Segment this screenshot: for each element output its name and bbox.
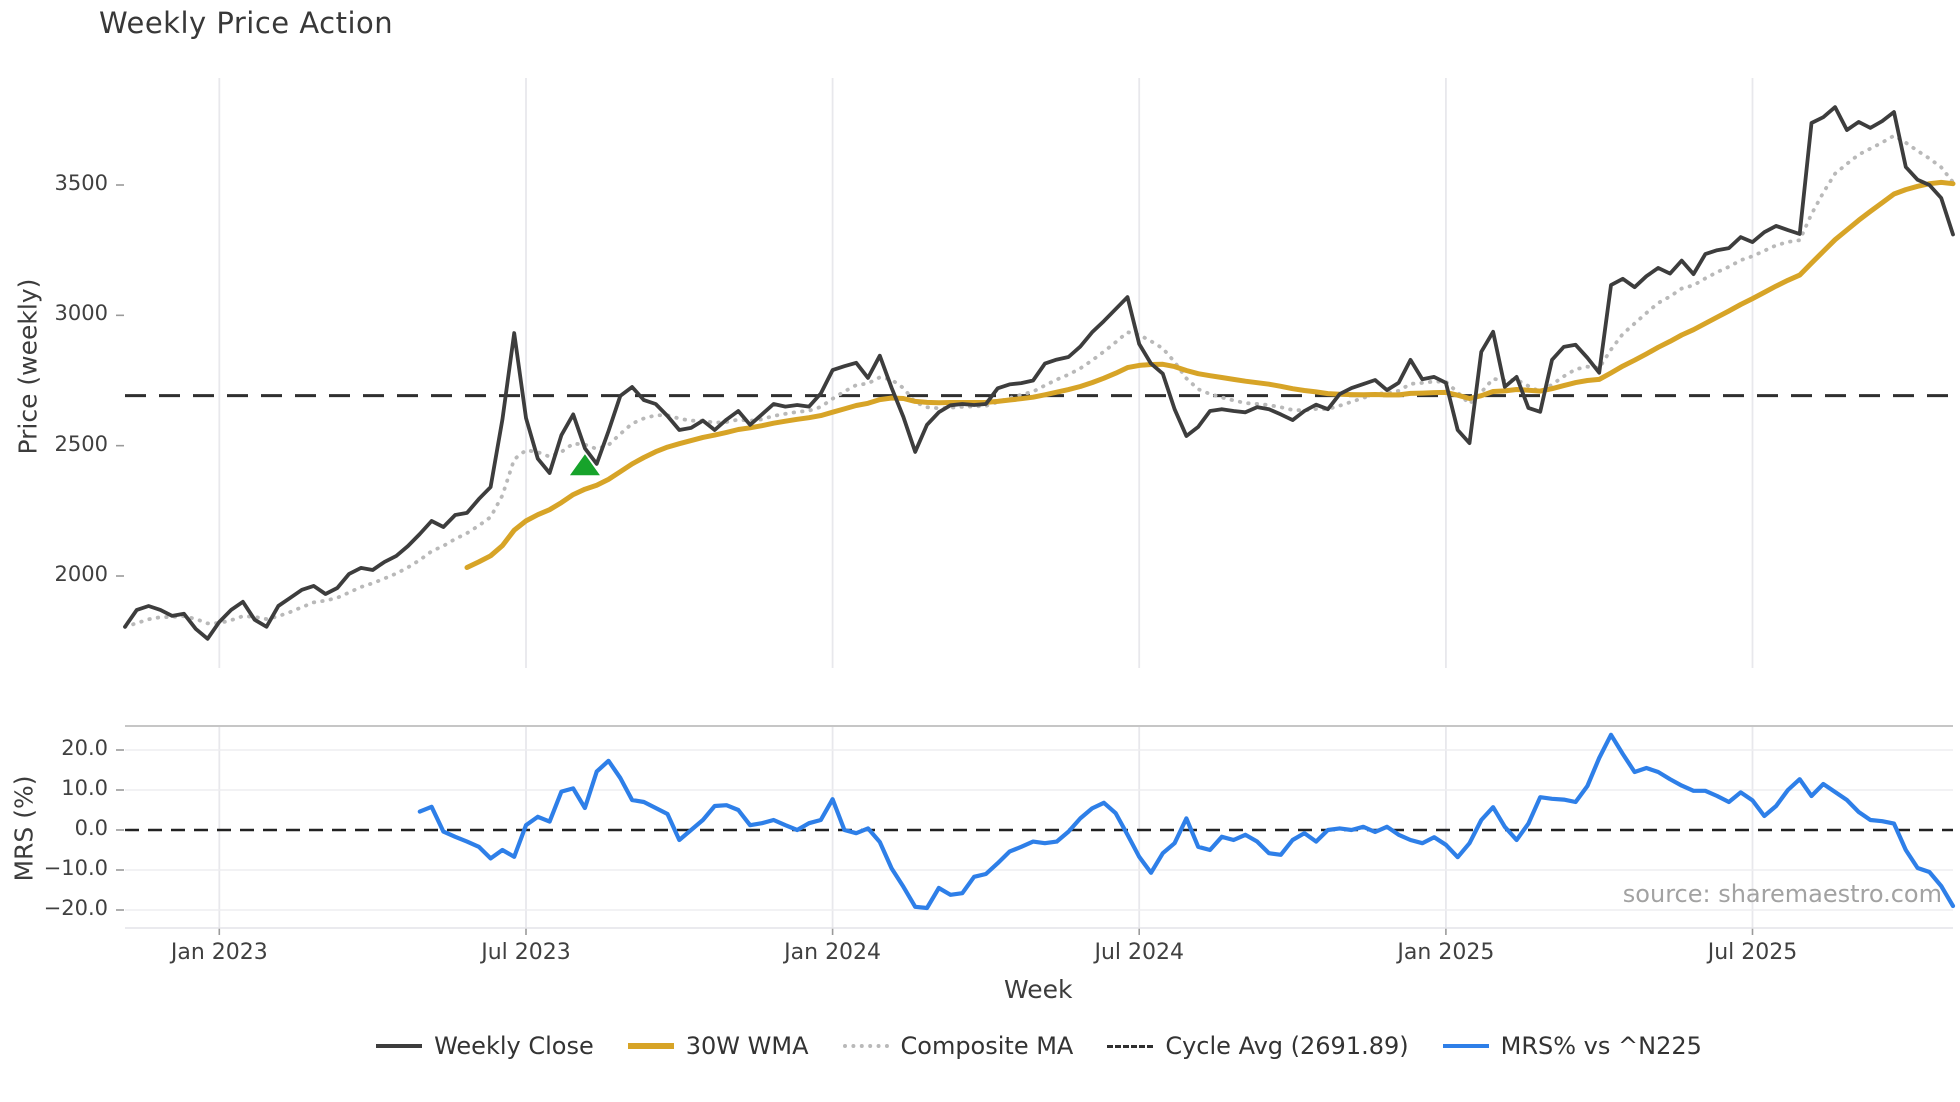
price-y-tick-label: 3000 — [54, 301, 108, 326]
weekly-close-line — [123, 105, 1955, 641]
legend-swatch-icon — [376, 1044, 423, 1048]
mrs-y-tick-label: −20.0 — [43, 896, 108, 920]
legend-item-30w-wma: 30W WMA — [627, 1032, 809, 1060]
legend-label: Composite MA — [900, 1032, 1074, 1060]
chart-legend: Weekly Close 30W WMA Composite MA Cycle Avg… — [125, 1032, 1953, 1060]
x-tick-label: Jan 2025 — [1397, 940, 1495, 965]
legend-item-composite-ma: Composite MA — [842, 1032, 1074, 1060]
legend-item-weekly-close: Weekly Close — [376, 1032, 594, 1060]
x-tick-label: Jan 2023 — [170, 940, 268, 965]
x-tick-label: Jul 2025 — [1707, 940, 1798, 965]
legend-item-cycle-avg-2691-89: Cycle Avg (2691.89) — [1107, 1032, 1409, 1060]
mrs-axis-title: MRS (%) — [9, 775, 39, 882]
composite-ma-line — [123, 133, 1955, 629]
wma-30w-line — [464, 179, 1956, 570]
mrs-y-tick-label: 0.0 — [74, 816, 108, 840]
legend-swatch-icon — [842, 1044, 889, 1048]
legend-swatch-icon — [627, 1043, 674, 1049]
legend-label: Weekly Close — [434, 1032, 594, 1060]
mrs-y-tick-label: 10.0 — [61, 776, 108, 800]
price-axis-title: Price (weekly) — [13, 278, 43, 455]
source-note: source: sharemaestro.com — [1622, 880, 1942, 908]
legend-item-mrs-vs-n225: MRS% vs ^N225 — [1442, 1032, 1702, 1060]
price-y-tick-label: 2000 — [54, 562, 108, 586]
x-tick-label: Jan 2024 — [784, 940, 882, 965]
mrs-line — [417, 732, 1956, 911]
page-title: Weekly Price Action — [99, 6, 394, 40]
week-axis-title: Week — [1004, 975, 1073, 1004]
price-y-tick-label: 3500 — [54, 171, 108, 195]
legend-label: Cycle Avg (2691.89) — [1165, 1032, 1409, 1060]
x-tick-label: Jul 2023 — [481, 940, 571, 965]
legend-label: 30W WMA — [685, 1032, 809, 1060]
legend-label: MRS% vs ^N225 — [1500, 1032, 1702, 1060]
mrs-y-tick-label: −10.0 — [43, 856, 108, 880]
legend-swatch-icon — [1442, 1044, 1489, 1048]
legend-swatch-icon — [1107, 1044, 1154, 1048]
x-tick-label: Jul 2024 — [1094, 940, 1184, 965]
mrs-y-tick-label: 20.0 — [61, 736, 108, 760]
price-y-tick-label: 2500 — [54, 431, 108, 456]
buy-signal-triangle-icon — [569, 454, 600, 476]
